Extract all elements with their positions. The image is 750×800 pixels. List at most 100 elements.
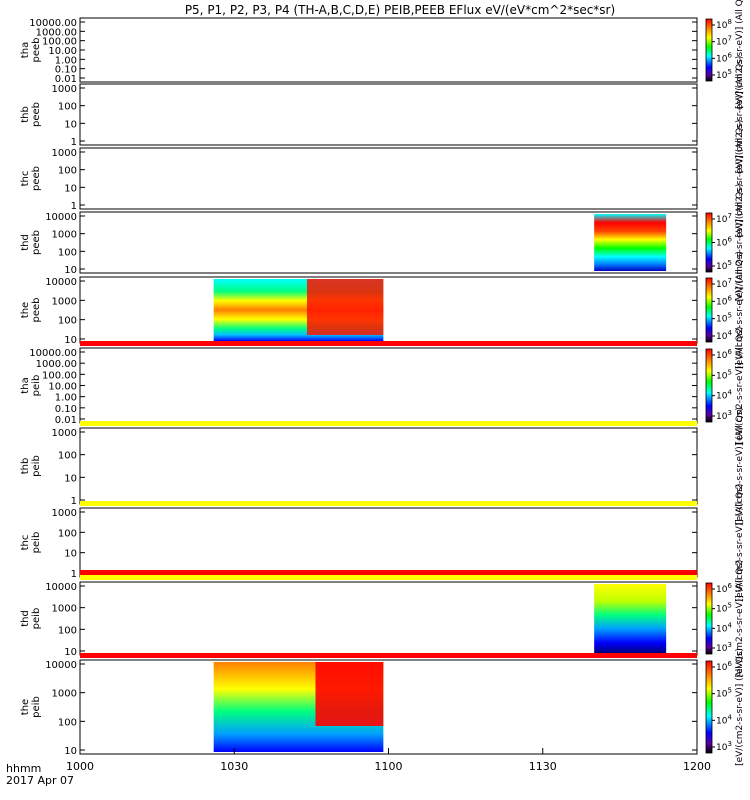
plot-area [80, 348, 697, 423]
status-bar-red [80, 570, 697, 575]
y-tick-label: 10000 [45, 582, 77, 593]
y-tick-label: 1 [71, 201, 77, 212]
y-tick-label: 100 [58, 316, 77, 327]
y-tick-label: 1000 [52, 296, 77, 307]
colorbar-label: [eV/(cm2-s-sr-eV)] (All Qs) [735, 407, 745, 525]
y-tick-label: 10 [64, 183, 77, 194]
colorbar-label: [eV/(cm2-s-sr-eV)] (All Qs) [735, 251, 745, 369]
status-bar-yellow [80, 421, 697, 426]
plot-frame [79, 83, 698, 146]
x-tick-label: 1200 [683, 760, 711, 773]
status-bar-red [80, 653, 697, 658]
spectrogram-block [307, 279, 384, 335]
colorbar-label: [eV/(cm2-s-sr-eV)] (All Qs) [735, 560, 745, 678]
y-tick-label: 1.00 [55, 55, 77, 66]
y-tick-label: 10 [64, 549, 77, 560]
plot-frame [79, 147, 698, 210]
y-tick-label: 10.00 [48, 382, 77, 393]
spectrogram-block [594, 214, 667, 271]
footer-date: 2017 Apr 07 [6, 774, 74, 787]
colorbar-tick-label: 106 [716, 236, 732, 249]
colorbar [705, 582, 713, 655]
y-tick-label: 0.10 [55, 404, 77, 415]
colorbar-tick-label: 105 [716, 68, 732, 81]
colorbar-tick-label: 108 [716, 18, 732, 31]
panel-label: thcpeeb [20, 166, 42, 191]
plot-area [80, 508, 697, 577]
y-tick-label: 1000 [52, 508, 77, 519]
colorbar-label: [eV/(cm2-s-sr-eV)] (All Qs) [735, 120, 745, 238]
panel-label: thepeib [20, 696, 42, 718]
y-tick-label: 10000 [45, 212, 77, 223]
y-tick-label: 100 [58, 528, 77, 539]
colorbar-tick-label: 105 [716, 259, 732, 272]
colorbar-tick-label: 103 [716, 740, 732, 753]
panel-label: thapeib [20, 375, 42, 397]
x-tick-label: 1100 [375, 760, 403, 773]
y-tick-label: 10000.00 [29, 348, 77, 359]
spectrogram-block [315, 662, 384, 726]
y-tick-label: 1000.00 [36, 359, 77, 370]
colorbar-tick-label: 103 [716, 641, 732, 654]
colorbar-tick-label: 107 [716, 35, 732, 48]
y-tick-label: 0.10 [55, 65, 77, 76]
plot-area [80, 18, 697, 82]
panel-label: thcpeib [20, 532, 42, 554]
y-tick-label: 1000 [52, 148, 77, 159]
y-tick-label: 10 [64, 265, 77, 276]
y-tick-label: 100.00 [42, 37, 77, 48]
plot-frame [79, 211, 698, 274]
y-tick-label: 100 [58, 717, 77, 728]
panel-label: thapeeb [20, 38, 42, 63]
panel-the_peeb: 10000 1000 100 10 thepeeb 107 106 105 104 [eV/(cm… [20, 251, 745, 369]
colorbar-tick-label: 106 [716, 294, 732, 307]
y-tick-label: 10 [64, 473, 77, 484]
y-tick-label: 100 [58, 625, 77, 636]
colorbar-tick-label: 104 [716, 329, 732, 342]
plot-area [80, 428, 697, 504]
spectrogram-block [594, 584, 667, 653]
colorbar-label: [eV/(cm2-s-sr-eV)] (All Qs) [735, 184, 745, 302]
plot-area [80, 277, 697, 343]
y-tick-label: 100 [58, 451, 77, 462]
colorbar-label: [eV/(cm2-s-sr-eV)] (All Qs) [735, 56, 745, 174]
y-tick-label: 10000 [45, 277, 77, 288]
y-tick-label: 10000.00 [29, 18, 77, 29]
panel-thb_peib: 1000 100 10 1 thbpeib [eV/(cm2-s-sr-eV)] (All… [20, 407, 745, 525]
colorbar-tick-label: 104 [716, 713, 732, 726]
x-tick-label: 1030 [220, 760, 248, 773]
panel-label: thbpeeb [20, 102, 42, 127]
y-tick-label: 100 [58, 166, 77, 177]
colorbar-tick-label: 106 [716, 582, 732, 595]
footer-hhmm: hhmm [6, 762, 41, 775]
y-tick-label: 1000.00 [36, 27, 77, 38]
figure-title: P5, P1, P2, P3, P4 (TH-A,B,C,D,E) PEIB,P… [185, 3, 615, 17]
colorbar-tick-label: 105 [716, 687, 732, 700]
plot-area [80, 148, 697, 209]
status-bar-yellow [80, 501, 697, 506]
panel-label: thdpeeb [20, 230, 42, 255]
panel-thd_peeb: 10000 1000 100 10 thdpeeb 107 106 105 [eV/(cm2-s… [20, 184, 745, 302]
y-tick-label: 1000 [52, 230, 77, 241]
colorbar-tick-label: 107 [716, 212, 732, 225]
panel-label: thdpeib [20, 608, 42, 630]
colorbar-tick-label: 106 [716, 660, 732, 673]
panel-the_peib: 10000 1000 100 10 thepeib 106 105 104 103 [eV/(cm… [20, 648, 745, 766]
y-tick-label: 0.01 [55, 74, 77, 85]
panel-thc_peeb: 1000 100 10 1 thcpeeb [eV/(cm2-s-sr-eV)] (All… [20, 120, 745, 238]
x-tick-label: 1130 [529, 760, 557, 773]
plot-area [80, 660, 697, 754]
colorbar-tick-label: 106 [716, 51, 732, 64]
colorbar [705, 18, 713, 82]
colorbar-tick-label: 104 [716, 389, 732, 402]
colorbar-tick-label: 106 [716, 348, 732, 361]
colorbar-label: [eV/(cm2-s-sr-eV)] (All Qs) [735, 327, 745, 445]
status-bar-red [80, 341, 697, 346]
panel-thb_peeb: 1000 100 10 1 thbpeeb [eV/(cm2-s-sr-eV)] (All… [20, 56, 745, 174]
colorbar [705, 660, 713, 754]
y-tick-label: 1 [71, 137, 77, 148]
panel-label: thbpeib [20, 455, 42, 477]
y-tick-label: 1000 [52, 689, 77, 700]
y-tick-label: 10 [64, 119, 77, 130]
